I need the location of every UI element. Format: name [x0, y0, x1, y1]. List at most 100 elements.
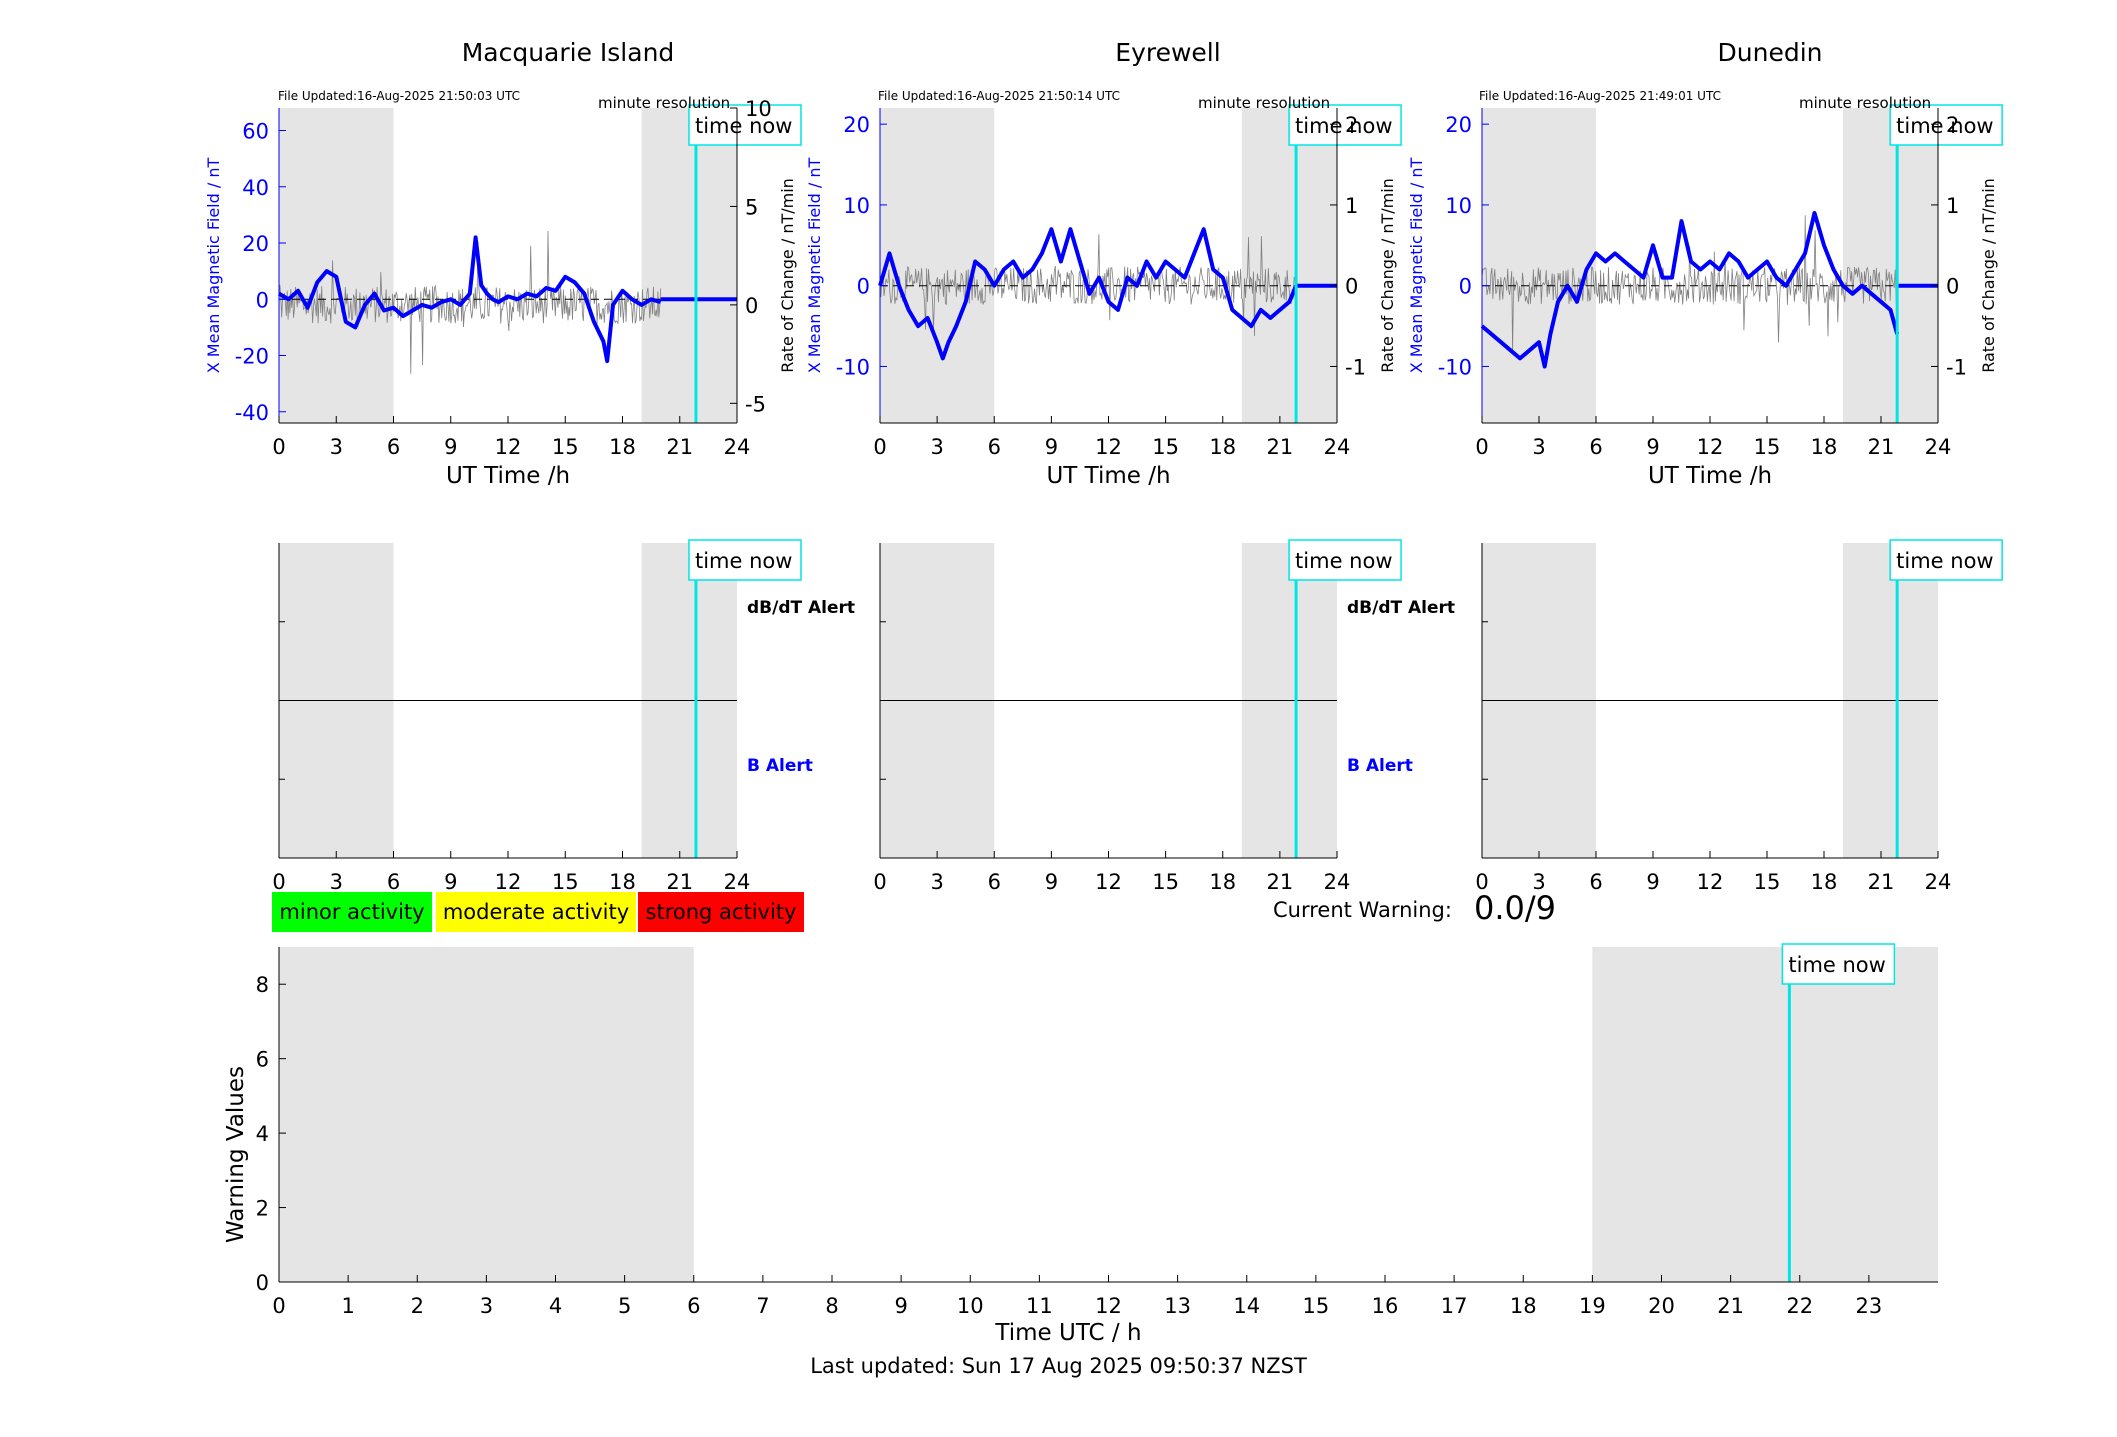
alert-0-xtick-label-2: 6: [387, 870, 400, 894]
field-0-mean-field-line: [277, 235, 662, 364]
alert-1-xtick-label-2: 6: [988, 870, 1001, 894]
field-1-xtick-label-0: 0: [873, 435, 886, 459]
field-2-xtick-label-0: 0: [1475, 435, 1488, 459]
field-1-xtick-label-7: 21: [1267, 435, 1294, 459]
field-0-grey-band-1: [641, 108, 737, 423]
field-2-xtick-label-1: 3: [1532, 435, 1545, 459]
field-1-rate-trace: [879, 234, 1297, 337]
warning-xtick-label-7: 7: [756, 1294, 769, 1318]
alert-2-xtick-label-1: 3: [1532, 870, 1545, 894]
field-2-xtick-label-8: 24: [1925, 435, 1952, 459]
warning-grey-band-1: [1592, 947, 1938, 1282]
alert-2-xtick-label-4: 12: [1697, 870, 1724, 894]
warning-xtick-label-14: 14: [1233, 1294, 1260, 1318]
field-0-time-now-label: time now: [695, 114, 792, 138]
field-0-grey-band-0: [279, 108, 394, 423]
alert-0-xtick-label-7: 21: [666, 870, 693, 894]
field-0-y2tick-label-0: 10: [745, 97, 772, 121]
alert-1-xtick-label-4: 12: [1095, 870, 1122, 894]
warning-xlabel: Time UTC / h: [994, 1320, 1141, 1346]
warning-xtick-label-18: 18: [1510, 1294, 1537, 1318]
alert-2-xtick-label-5: 15: [1754, 870, 1781, 894]
field-0-ytick-label-2: 20: [242, 232, 269, 256]
warning-grey-band-0: [279, 947, 694, 1282]
warning-xtick-label-4: 4: [549, 1294, 562, 1318]
field-1-time-now-box: [1288, 104, 1402, 146]
alert-2-xtick-label-7: 21: [1868, 870, 1895, 894]
warning-ytick-label-4: 8: [256, 973, 269, 997]
field-2-xtick-label-5: 15: [1754, 435, 1781, 459]
alert-0-xtick-label-1: 3: [330, 870, 343, 894]
resolution-macquarie: minute resolution: [598, 94, 731, 112]
alert-1-xtick-label-3: 9: [1045, 870, 1058, 894]
field-0-ylabel: X Mean Magnetic Field / nT: [204, 158, 223, 374]
field-2-y2tick-label-3: -1: [1946, 355, 1967, 379]
field-0-xlabel: UT Time /h: [446, 463, 570, 489]
field-2-grey-band-0: [1482, 108, 1596, 423]
alert-1-time-now-label: time now: [1295, 549, 1392, 573]
warning-ylabel: Warning Values: [223, 1066, 249, 1243]
field-1-xtick-label-4: 12: [1095, 435, 1122, 459]
warning-xtick-label-19: 19: [1579, 1294, 1606, 1318]
field-1-y2label: Rate of Change / nT/min: [1378, 178, 1397, 373]
warning-xtick-label-10: 10: [957, 1294, 984, 1318]
field-0-xtick-label-3: 9: [444, 435, 457, 459]
field-2-xtick-label-4: 12: [1697, 435, 1724, 459]
field-0-xtick-label-7: 21: [666, 435, 693, 459]
field-0-y2tick-label-3: -5: [745, 392, 766, 416]
field-0-xtick-label-5: 15: [552, 435, 579, 459]
field-1-xlabel: UT Time /h: [1046, 463, 1170, 489]
alert-2-time-now-label: time now: [1896, 549, 1993, 573]
warning-xtick-label-9: 9: [894, 1294, 907, 1318]
field-0-ytick-label-5: -40: [235, 401, 269, 425]
field-0-ytick-label-4: -20: [235, 345, 269, 369]
alert-1-dbdt-alert-label: dB/dT Alert: [1347, 598, 1455, 618]
field-1-xtick-label-5: 15: [1152, 435, 1179, 459]
alert-0-xtick-label-5: 15: [552, 870, 579, 894]
field-0-y2tick-label-1: 5: [745, 195, 758, 219]
field-1-y2tick-label-0: 2: [1345, 113, 1358, 137]
warning-xtick-label-13: 13: [1164, 1294, 1191, 1318]
field-2-ytick-label-2: 0: [1459, 275, 1472, 299]
alert-2-xtick-label-8: 24: [1925, 870, 1952, 894]
file-updated-dunedin: File Updated:16-Aug-2025 21:49:01 UTC: [1479, 89, 1721, 103]
field-2-y2tick-label-2: 0: [1946, 275, 1959, 299]
field-1-grey-band-1: [1241, 108, 1337, 423]
alert-1-xtick-label-6: 18: [1209, 870, 1236, 894]
warning-xtick-label-17: 17: [1441, 1294, 1468, 1318]
field-1-xtick-label-3: 9: [1045, 435, 1058, 459]
alert-0-xtick-label-3: 9: [444, 870, 457, 894]
alert-0-xtick-label-6: 18: [609, 870, 636, 894]
field-2-mean-field-line: [1480, 211, 1900, 369]
alert-0-time-now-box: [688, 539, 802, 581]
field-1-ytick-label-2: 0: [857, 275, 870, 299]
field-1-xtick-label-1: 3: [930, 435, 943, 459]
file-updated-eyrewell: File Updated:16-Aug-2025 21:50:14 UTC: [878, 89, 1120, 103]
current-warning-value: 0.0/9: [1474, 889, 1557, 927]
field-2-y2tick-label-0: 2: [1946, 113, 1959, 137]
field-1-xtick-label-6: 18: [1209, 435, 1236, 459]
field-1-time-now-label: time now: [1295, 114, 1392, 138]
warning-xtick-label-12: 12: [1095, 1294, 1122, 1318]
current-warning-label: Current Warning:: [1273, 898, 1452, 922]
alert-0-b-alert-label: B Alert: [747, 756, 813, 776]
field-0-ytick-label-1: 40: [242, 176, 269, 200]
field-1-mean-field-line: [878, 227, 1298, 361]
warning-ytick-label-1: 2: [256, 1197, 269, 1221]
field-2-time-now-box: [1889, 104, 2003, 146]
warning-ytick-label-2: 4: [256, 1122, 269, 1146]
last-updated-footer: Last updated: Sun 17 Aug 2025 09:50:37 N…: [810, 1354, 1307, 1378]
alert-1-xtick-label-7: 21: [1267, 870, 1294, 894]
field-1-ytick-label-3: -10: [836, 355, 870, 379]
alert-1-xtick-label-8: 24: [1324, 870, 1351, 894]
warning-xtick-label-0: 0: [272, 1294, 285, 1318]
station-title-macquarie: Macquarie Island: [461, 38, 675, 67]
alert-0-xtick-label-0: 0: [272, 870, 285, 894]
warning-xtick-label-16: 16: [1372, 1294, 1399, 1318]
alert-0-xtick-label-4: 12: [495, 870, 522, 894]
field-1-y2tick-label-1: 1: [1345, 194, 1358, 218]
field-2-xtick-label-6: 18: [1811, 435, 1838, 459]
field-2-grey-band-1: [1843, 108, 1938, 423]
alert-2-xtick-label-6: 18: [1811, 870, 1838, 894]
